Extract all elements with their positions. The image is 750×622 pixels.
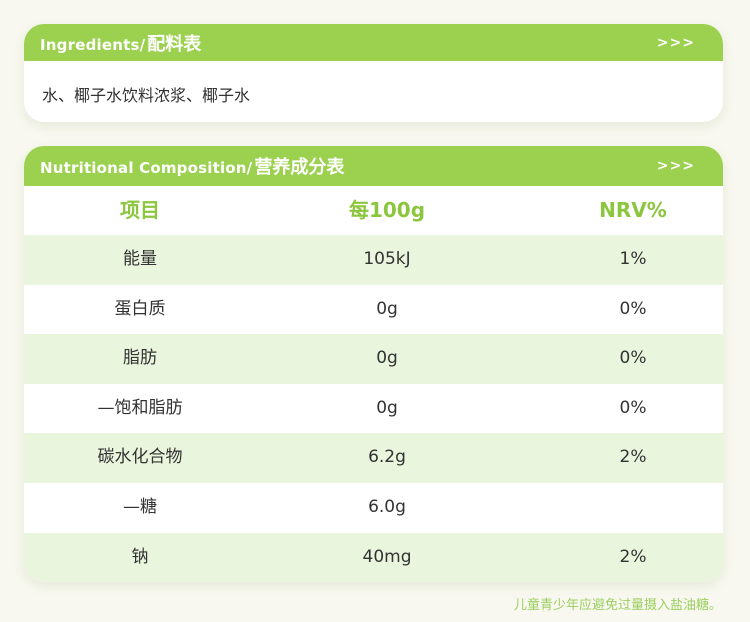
ingredients-list: 水、椰子水饮料浓浆、椰子水 (42, 86, 251, 105)
ingredients-title: Ingredients/ 配料表 (40, 30, 201, 56)
row-item: —饱和脂肪 (97, 397, 183, 418)
nutrition-table-header: 项目 每100g NRV% (24, 186, 723, 235)
table-row: 脂肪 0g 0% (24, 334, 723, 384)
row-per100g: 40mg (362, 546, 412, 567)
footnote: 儿童青少年应避免过量摄入盐油糖。 (513, 598, 722, 613)
row-nrv: 1% (619, 249, 647, 269)
row-per100g: 0g (376, 348, 398, 369)
row-per100g: 105kJ (363, 249, 411, 269)
table-row: 碳水化合物 6.2g 2% (24, 433, 723, 483)
row-per100g: 0g (376, 298, 398, 319)
column-header-per100g: 每100g (348, 198, 426, 222)
row-nrv: 2% (619, 447, 647, 468)
row-per100g: 6.2g (368, 447, 406, 468)
nutrition-header: Nutritional Composition/ 营养成分表 >>> (24, 146, 723, 186)
table-row: —糖 6.0g (24, 483, 723, 533)
ingredients-header: Ingredients/ 配料表 >>> (24, 24, 723, 61)
row-nrv (518, 483, 723, 533)
row-item: 碳水化合物 (97, 447, 183, 468)
row-item: 脂肪 (123, 348, 157, 369)
column-header-nrv: NRV% (599, 198, 667, 222)
table-row: 钠 40mg 2% (24, 532, 723, 582)
row-nrv: 2% (619, 546, 647, 567)
row-item: 能量 (123, 249, 157, 269)
row-nrv: 0% (619, 397, 647, 418)
row-nrv: 0% (619, 348, 647, 369)
nutrition-card: Nutritional Composition/ 营养成分表 >>> 项目 每1… (24, 146, 723, 582)
row-item: 钠 (131, 546, 149, 567)
column-header-item: 项目 (120, 198, 160, 222)
row-per100g: 0g (376, 397, 398, 418)
nutrition-title-en: Nutritional Composition/ (40, 159, 253, 177)
row-item: 蛋白质 (114, 298, 166, 319)
ingredients-card: Ingredients/ 配料表 >>> 水、椰子水饮料浓浆、椰子水 (24, 24, 723, 122)
ingredients-arrows-icon: >>> (656, 34, 695, 51)
table-row: 蛋白质 0g 0% (24, 284, 723, 335)
table-row: —饱和脂肪 0g 0% (24, 383, 723, 434)
nutrition-title: Nutritional Composition/ 营养成分表 (40, 153, 344, 179)
row-nrv: 0% (619, 298, 647, 319)
ingredients-title-en: Ingredients/ (40, 35, 146, 54)
row-item: —糖 (123, 497, 157, 517)
table-row: 能量 105kJ 1% (24, 235, 723, 285)
nutrition-title-cn: 营养成分表 (254, 157, 345, 178)
ingredients-title-cn: 配料表 (147, 33, 202, 55)
row-per100g: 6.0g (368, 497, 406, 517)
nutrition-arrows-icon: >>> (656, 158, 695, 174)
